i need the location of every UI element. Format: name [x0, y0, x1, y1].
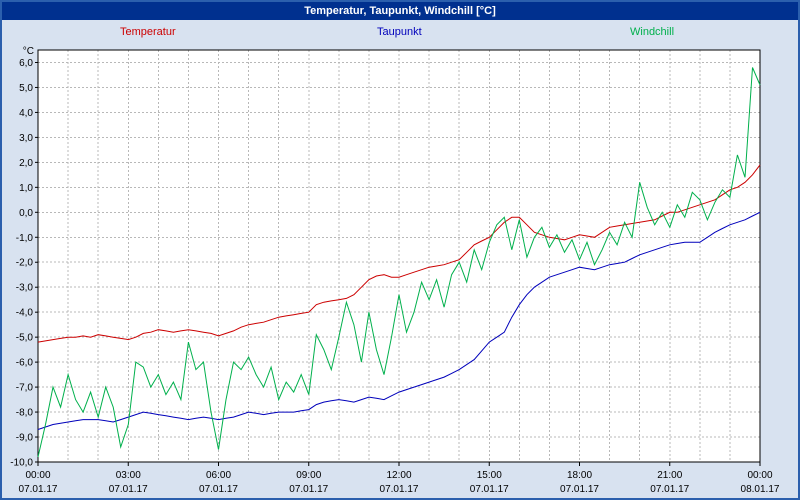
svg-text:-2,0: -2,0	[16, 258, 34, 269]
svg-text:12:00: 12:00	[386, 470, 411, 481]
legend-item-windchill: Windchill	[630, 26, 675, 38]
legend-item-taupunkt: Taupunkt	[377, 26, 422, 38]
window-title: Temperatur, Taupunkt, Windchill [°C]	[304, 5, 496, 17]
svg-text:-5,0: -5,0	[16, 333, 34, 344]
svg-text:°C: °C	[23, 46, 34, 57]
svg-text:07.01.17: 07.01.17	[19, 484, 58, 495]
svg-text:08.01.17: 08.01.17	[741, 484, 780, 495]
svg-text:21:00: 21:00	[657, 470, 682, 481]
svg-text:2,0: 2,0	[19, 158, 33, 169]
svg-text:07.01.17: 07.01.17	[470, 484, 509, 495]
svg-text:-3,0: -3,0	[16, 283, 34, 294]
svg-text:4,0: 4,0	[19, 108, 33, 119]
chart-legend: Temperatur Taupunkt Windchill	[2, 26, 798, 42]
window-titlebar: Temperatur, Taupunkt, Windchill [°C]	[2, 2, 798, 20]
svg-text:07.01.17: 07.01.17	[560, 484, 599, 495]
svg-text:-1,0: -1,0	[16, 233, 34, 244]
svg-text:03:00: 03:00	[116, 470, 141, 481]
svg-text:00:00: 00:00	[25, 470, 50, 481]
svg-text:-6,0: -6,0	[16, 358, 34, 369]
svg-text:07.01.17: 07.01.17	[199, 484, 238, 495]
svg-text:5,0: 5,0	[19, 83, 33, 94]
svg-text:-8,0: -8,0	[16, 408, 34, 419]
svg-text:6,0: 6,0	[19, 58, 33, 69]
svg-text:07.01.17: 07.01.17	[380, 484, 419, 495]
svg-text:00:00: 00:00	[747, 470, 772, 481]
svg-text:07.01.17: 07.01.17	[650, 484, 689, 495]
svg-text:09:00: 09:00	[296, 470, 321, 481]
svg-text:-4,0: -4,0	[16, 308, 34, 319]
svg-text:-9,0: -9,0	[16, 433, 34, 444]
legend-item-temperatur: Temperatur	[120, 26, 176, 38]
svg-text:18:00: 18:00	[567, 470, 592, 481]
svg-text:-7,0: -7,0	[16, 383, 34, 394]
svg-text:06:00: 06:00	[206, 470, 231, 481]
svg-text:07.01.17: 07.01.17	[109, 484, 148, 495]
svg-text:1,0: 1,0	[19, 183, 33, 194]
svg-text:3,0: 3,0	[19, 133, 33, 144]
chart-plot: -10,0 -9,0 -8,0 -7,0 -6,0 -5,0 -4,0 -3,0 -2,0 -1,…	[10, 46, 780, 495]
svg-text:07.01.17: 07.01.17	[289, 484, 328, 495]
svg-text:0,0: 0,0	[19, 208, 33, 219]
svg-text:-10,0: -10,0	[10, 458, 33, 469]
svg-text:15:00: 15:00	[477, 470, 502, 481]
